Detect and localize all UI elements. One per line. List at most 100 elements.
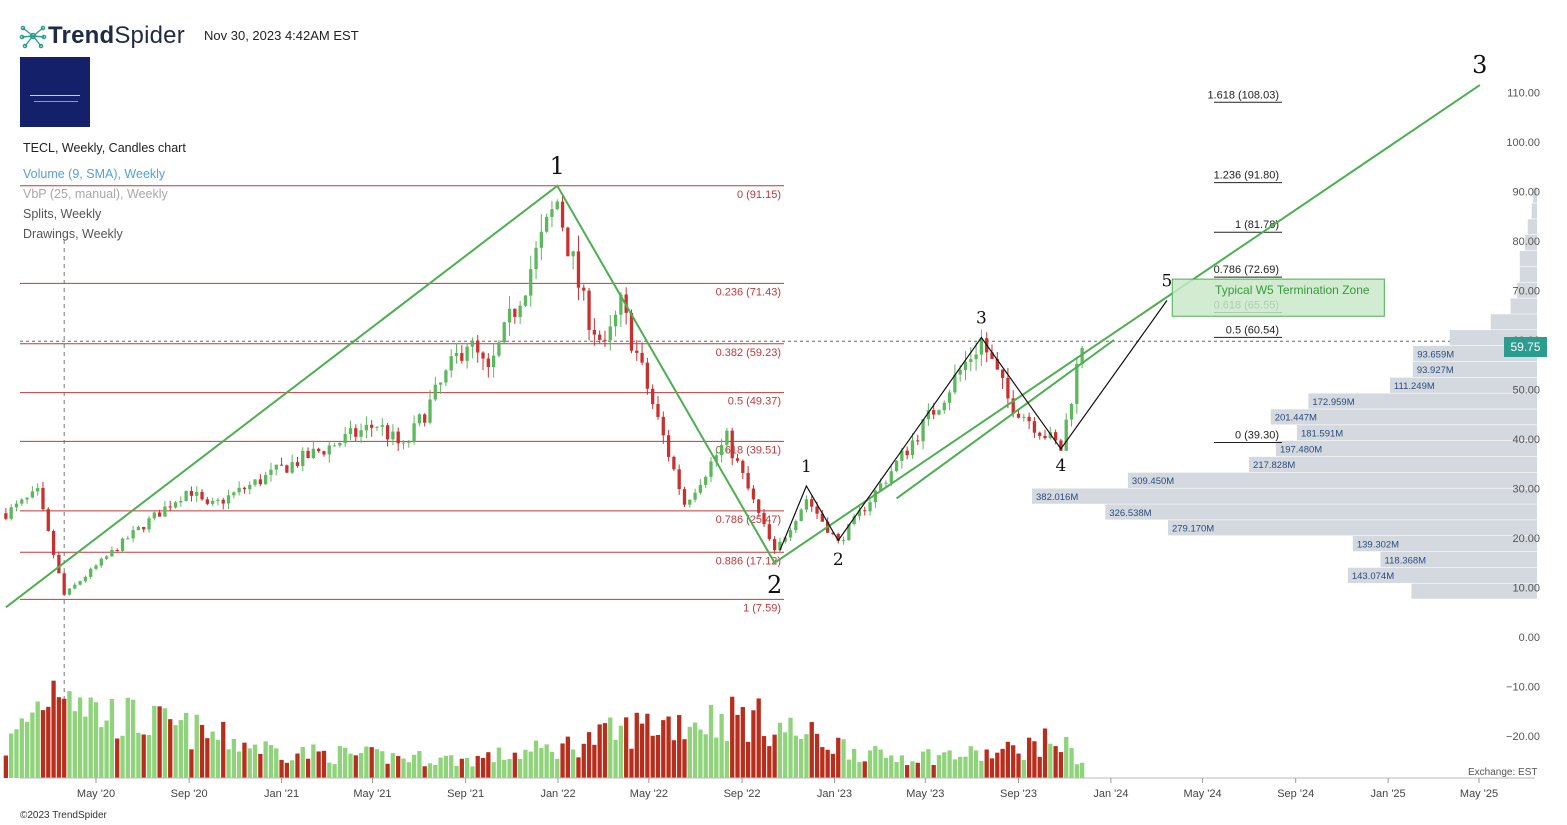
candle-body (804, 499, 809, 510)
volume-bar (14, 729, 19, 778)
indicator-splits[interactable]: Splits, Weekly (23, 207, 102, 221)
candle-body (258, 479, 262, 485)
volume-bar (475, 756, 480, 778)
candle-body (932, 410, 936, 415)
volume-bar (698, 729, 703, 778)
vbp-bar (1490, 314, 1537, 330)
volume-bar (247, 748, 252, 778)
volume-bar (624, 717, 629, 778)
volume-bar (841, 739, 846, 778)
fib-extension-label: 0.786 (72.69) (1214, 264, 1279, 276)
candle-body (969, 359, 973, 363)
volume-bar (549, 751, 555, 778)
candle-body (237, 487, 241, 493)
timestamp: Nov 30, 2023 4:42AM EST (204, 28, 359, 43)
candle-body (115, 549, 119, 551)
candle-body (348, 428, 353, 435)
volume-bar (427, 763, 433, 778)
volume-bar (735, 714, 740, 778)
spider-icon (19, 25, 47, 49)
indicator-vbp[interactable]: VbP (25, manual), Weekly (23, 187, 168, 201)
fib-extension-label: 0 (39.30) (1235, 429, 1279, 441)
volume-bar (544, 744, 549, 778)
volume-bar (19, 718, 24, 778)
volume-bar (162, 708, 168, 778)
volume-bar (290, 760, 295, 778)
candle-body (232, 492, 236, 496)
volume-bar (173, 725, 178, 778)
indicator-volume[interactable]: Volume (9, SMA), Weekly (23, 167, 166, 181)
candle-body (560, 201, 565, 228)
candle-body (518, 305, 522, 317)
fib-retracement-label: 0.382 (59.23) (716, 347, 781, 359)
vbp-label: 309.450M (1132, 476, 1174, 487)
volume-bar (724, 741, 730, 778)
volume-bar (1042, 728, 1048, 778)
volume-bar (443, 755, 449, 778)
volume-bar (1048, 743, 1053, 778)
candle-body (704, 476, 708, 485)
candle-body (953, 374, 957, 393)
volume-bar (24, 721, 30, 778)
volume-bar (1005, 741, 1011, 778)
candle-body (375, 426, 379, 428)
x-tick-label: May '23 (906, 788, 944, 800)
candle-body (847, 524, 851, 541)
candle-body (401, 442, 406, 444)
x-tick-label: May '24 (1183, 788, 1221, 800)
volume-bar (905, 765, 910, 778)
vbp-bar (1308, 393, 1537, 409)
volume-bar (327, 762, 332, 778)
x-tick-label: Sep '20 (171, 788, 208, 800)
volume-bar (316, 751, 321, 778)
vbp-label: 118.368M (1385, 555, 1427, 566)
candle-body (841, 540, 846, 542)
candle-body (751, 488, 756, 500)
candle-body (1032, 421, 1037, 433)
vbp-label: 326.538M (1109, 508, 1151, 519)
volume-bar (512, 752, 517, 778)
y-tick-label: 50.00 (1512, 385, 1540, 397)
volume-bar (433, 765, 438, 778)
candle-body (587, 290, 591, 330)
candle-body (306, 450, 310, 459)
volume-bar (125, 697, 130, 778)
vbp-label: 172.959M (1312, 397, 1354, 408)
candle-body (958, 369, 962, 375)
volume-bar (115, 738, 120, 778)
candle-body (1043, 435, 1047, 439)
volume-bar (205, 738, 210, 778)
candle-body (534, 247, 538, 270)
candle-body (1011, 398, 1015, 414)
fib-retracement-label: 0 (91.15) (737, 189, 781, 201)
vbp-bar (1167, 520, 1537, 536)
volume-bar (454, 765, 459, 778)
volume-bar (899, 755, 905, 778)
y-tick-label: 10.00 (1512, 583, 1540, 595)
x-tick-label: May '22 (630, 788, 668, 800)
volume-bar (486, 752, 491, 778)
vbp-bar (1249, 456, 1537, 473)
candle-body (794, 521, 798, 531)
volume-bar (35, 701, 40, 778)
volume-bar (767, 746, 772, 778)
candle-body (46, 509, 50, 531)
vbp-label: 197.480M (1280, 444, 1322, 455)
vbp-bar (1380, 551, 1537, 568)
indicator-main[interactable]: TECL, Weekly, Candles chart (23, 141, 186, 155)
candle-body (248, 484, 252, 490)
candle-body (242, 487, 247, 490)
volume-bar (629, 748, 634, 778)
vbp-bar (1527, 219, 1537, 235)
volume-bar (449, 755, 454, 778)
publisher-logo (20, 57, 90, 127)
candle-body (884, 482, 888, 484)
volume-bar (343, 747, 348, 778)
volume-bar (130, 699, 136, 778)
indicator-drawings[interactable]: Drawings, Weekly (23, 227, 123, 241)
candle-body (391, 431, 395, 440)
volume-bar (422, 766, 427, 778)
volume-bar (300, 747, 305, 778)
volume-bar (910, 761, 915, 778)
